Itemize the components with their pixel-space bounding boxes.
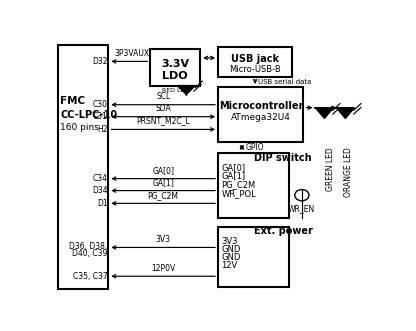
Text: 160 pins: 160 pins	[60, 123, 99, 132]
Text: D40, C39: D40, C39	[72, 249, 107, 258]
Text: GPIO: GPIO	[245, 143, 264, 152]
Text: D32: D32	[92, 57, 107, 66]
Text: 3V3: 3V3	[221, 237, 238, 246]
Text: C35, C37: C35, C37	[73, 272, 107, 281]
Text: C31: C31	[93, 112, 107, 121]
FancyBboxPatch shape	[58, 45, 109, 290]
Text: ATmega32U4: ATmega32U4	[231, 113, 291, 122]
FancyBboxPatch shape	[218, 47, 292, 77]
Text: USB serial data: USB serial data	[258, 79, 312, 85]
FancyBboxPatch shape	[218, 87, 304, 142]
FancyBboxPatch shape	[218, 153, 289, 218]
Text: GA[1]: GA[1]	[221, 171, 245, 181]
Text: Ext. power: Ext. power	[253, 226, 312, 236]
Text: GND: GND	[221, 253, 240, 262]
Polygon shape	[337, 108, 354, 118]
Text: GA[0]: GA[0]	[221, 163, 245, 172]
Text: SCL: SCL	[156, 92, 171, 101]
Text: Micro-USB-B: Micro-USB-B	[229, 65, 281, 73]
Text: WR_POL: WR_POL	[221, 189, 256, 198]
Text: PG_C2M: PG_C2M	[148, 191, 179, 200]
Text: GA[1]: GA[1]	[152, 178, 174, 187]
Text: C30: C30	[92, 100, 107, 109]
Polygon shape	[315, 108, 334, 118]
Text: 12V: 12V	[221, 261, 238, 270]
Text: GND: GND	[221, 245, 240, 254]
Text: Microcontroller: Microcontroller	[219, 101, 303, 111]
Text: USB jack: USB jack	[231, 54, 279, 64]
Text: D1: D1	[97, 199, 107, 208]
Text: 3.3V: 3.3V	[161, 59, 189, 69]
Text: ORANGE LED: ORANGE LED	[344, 147, 353, 197]
Text: PRSNT_M2C_L: PRSNT_M2C_L	[136, 117, 190, 125]
Text: PG_C2M: PG_C2M	[221, 180, 255, 189]
Text: 3P3VAUX: 3P3VAUX	[114, 49, 149, 58]
Text: CC-LPC-10: CC-LPC-10	[60, 110, 117, 120]
Text: 3V3: 3V3	[156, 235, 171, 244]
Text: LDO: LDO	[162, 71, 188, 81]
Text: WR_EN: WR_EN	[288, 204, 315, 213]
Text: C34: C34	[92, 174, 107, 183]
Text: 12P0V: 12P0V	[151, 264, 176, 273]
Polygon shape	[177, 86, 196, 95]
FancyBboxPatch shape	[218, 227, 289, 287]
Text: RED LED: RED LED	[162, 88, 189, 93]
Text: GREEN LED: GREEN LED	[327, 147, 335, 191]
Text: FMC: FMC	[60, 96, 85, 106]
Text: GA[0]: GA[0]	[152, 166, 174, 175]
Text: D36, D38,: D36, D38,	[69, 242, 107, 251]
Text: DIP switch: DIP switch	[253, 153, 311, 163]
Text: SDA: SDA	[155, 104, 171, 113]
Text: D34: D34	[92, 186, 107, 195]
Text: H2: H2	[97, 125, 107, 134]
FancyBboxPatch shape	[150, 49, 201, 86]
